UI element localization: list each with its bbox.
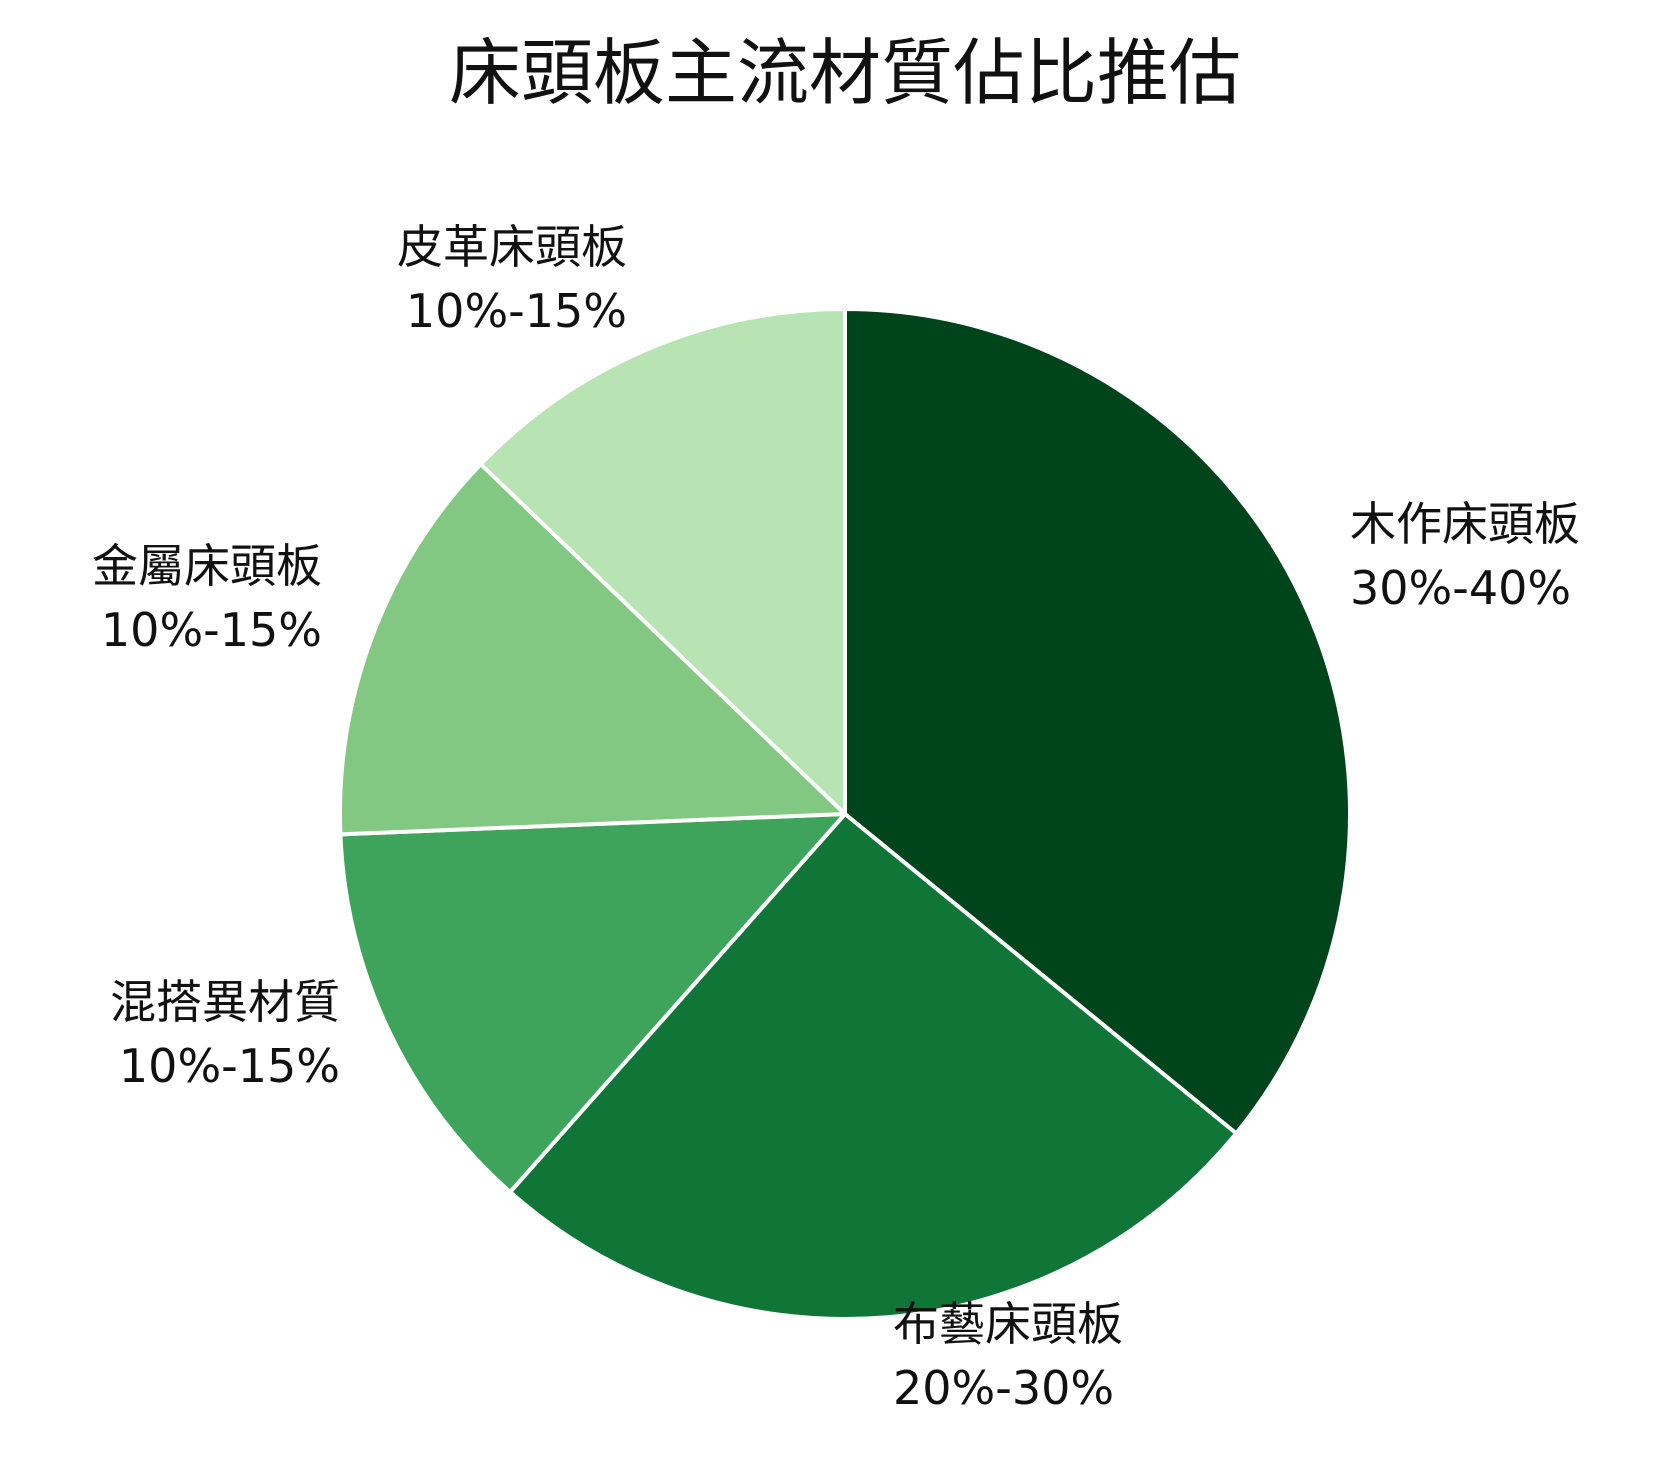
slice-label-name: 木作床頭板 (1350, 497, 1580, 551)
slice-labels: 木作床頭板30%-40%布藝床頭板20%-30%混搭異材質10%-15%金屬床頭… (92, 220, 1580, 1415)
pie-slice (478, 307, 847, 816)
slice-label-value: 10%-15% (119, 1039, 340, 1093)
slice-label: 布藝床頭板 20%-30% (893, 1297, 1123, 1415)
pie-slice (508, 812, 1239, 1321)
slice-label-name: 金屬床頭板 (92, 539, 322, 593)
slice-label-name: 布藝床頭板 (893, 1297, 1123, 1351)
slice-label: 混搭異材質 10%-15% (110, 975, 340, 1093)
pie-slice (338, 462, 847, 837)
pie-slices (338, 307, 1352, 1321)
slice-label-value: 10%-15% (101, 603, 322, 657)
chart-title: 床頭板主流材質佔比推估 (449, 31, 1241, 115)
slice-label: 金屬床頭板 10%-15% (92, 539, 322, 657)
slice-label-value: 10%-15% (406, 284, 627, 338)
pie-slice (843, 307, 1352, 1136)
slice-label-name: 皮革床頭板 (397, 220, 627, 274)
pie-slice (338, 812, 847, 1194)
slice-label-value: 20%-30% (893, 1361, 1114, 1415)
slice-label-name: 混搭異材質 (110, 975, 340, 1029)
slice-label: 皮革床頭板 10%-15% (397, 220, 627, 338)
slice-label: 木作床頭板 30%-40% (1350, 497, 1580, 615)
slice-label-value: 30%-40% (1350, 561, 1571, 615)
